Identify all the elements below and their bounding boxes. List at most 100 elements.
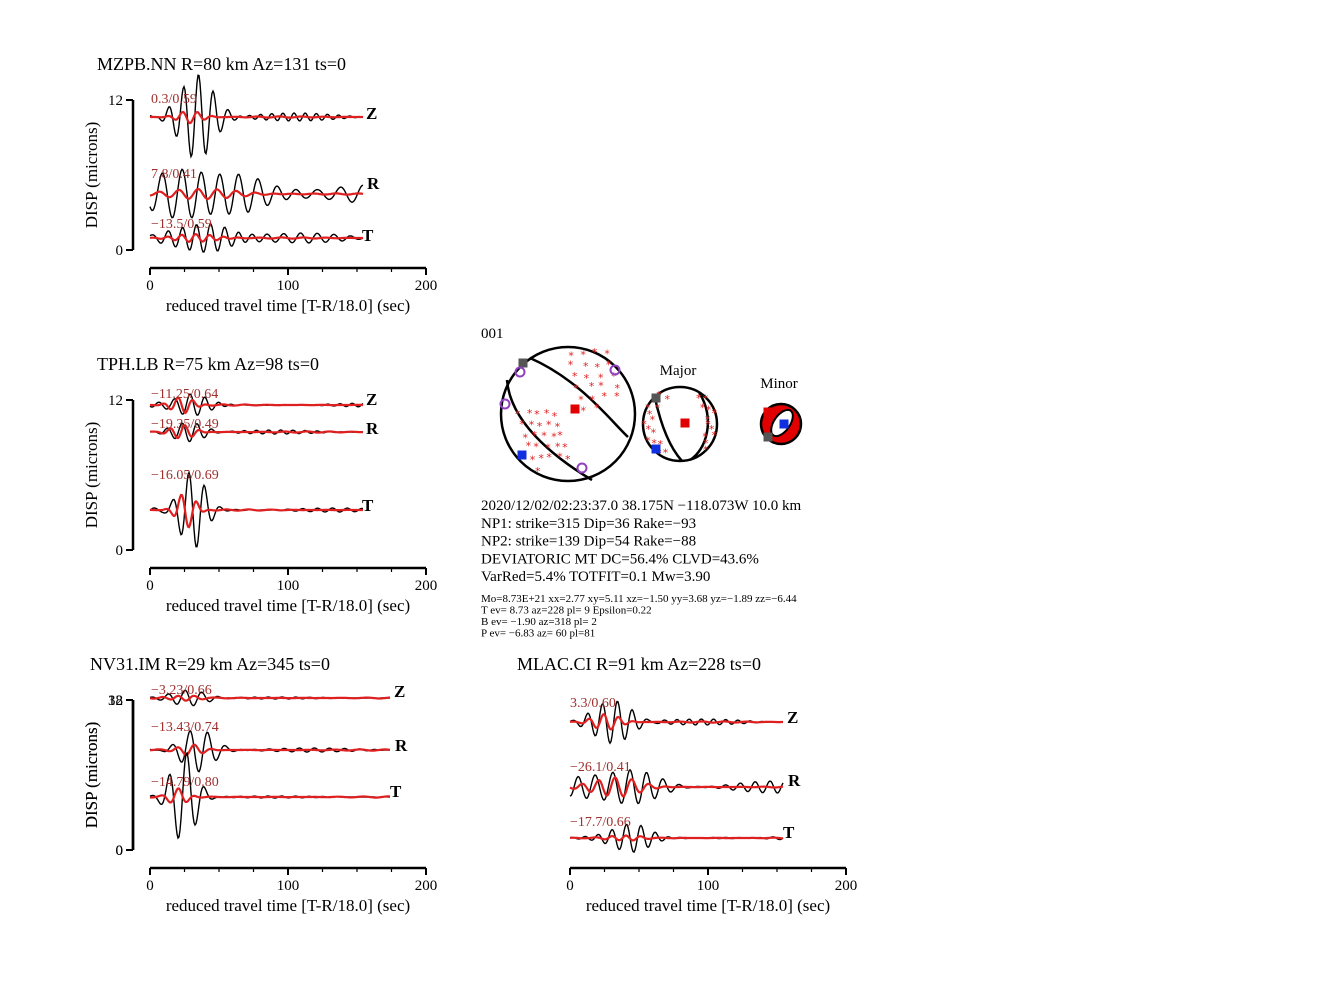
event-id: 001 [481, 326, 504, 342]
compression-marker: * [519, 418, 525, 431]
compression-marker: * [709, 423, 715, 436]
station-marker [514, 366, 526, 378]
p-axis-marker [763, 407, 773, 417]
compression-marker: * [541, 430, 547, 443]
panel-title: MZPB.NN R=80 km Az=131 ts=0 [97, 54, 346, 74]
compression-marker: * [651, 427, 657, 440]
compression-marker: * [647, 408, 653, 421]
station-marker [499, 398, 511, 410]
shift-correlation-label: −13.43/0.74 [151, 720, 219, 735]
y-tick-label: 0 [116, 543, 124, 559]
synthetic-trace-T [569, 834, 784, 842]
y-axis-label: DISP (microns) [82, 422, 101, 529]
synthetic-trace-T [150, 232, 363, 243]
synthetic-trace-R [569, 776, 784, 798]
compression-marker: * [604, 347, 610, 360]
synthetic-trace-R [149, 187, 364, 200]
x-tick-label: 0 [146, 278, 154, 294]
major-label: Major [660, 363, 697, 379]
component-label: R [395, 736, 408, 755]
compression-marker: * [651, 437, 657, 450]
compression-marker: * [557, 451, 563, 464]
shift-correlation-label: 7.8/0.41 [151, 167, 197, 182]
compression-marker: * [589, 380, 595, 393]
component-label: T [390, 782, 402, 801]
nodal-plane-1 [529, 356, 629, 438]
y-tick-label: 0 [116, 843, 124, 859]
x-tick-label: 200 [835, 878, 858, 894]
x-tick-label: 200 [415, 278, 438, 294]
synthetic-trace-Z [150, 396, 364, 415]
compression-marker: * [655, 402, 661, 415]
compression-marker: * [611, 370, 617, 383]
waveform-panel-2: TPH.LB R=75 km Az=98 ts=0 12 0 DISP (micron… [82, 354, 437, 615]
compression-marker: * [568, 349, 574, 362]
observed-trace-R [149, 729, 390, 773]
compression-marker: * [530, 453, 536, 466]
compression-marker: * [665, 393, 671, 406]
component-label: R [366, 419, 379, 438]
panel-title: MLAC.CI R=91 km Az=228 ts=0 [517, 654, 761, 674]
compression-marker: * [580, 349, 586, 362]
t-axis-marker [779, 419, 789, 429]
mechanism-summary-line: DEVIATORIC MT DC=56.4% CLVD=43.6% [481, 551, 759, 567]
compression-marker: * [598, 380, 604, 393]
compression-marker: * [562, 441, 568, 454]
compression-marker: * [614, 390, 620, 403]
compression-marker: * [578, 393, 584, 406]
beachball-full: * * * * ** * * * ** * * * ** * * * ** * * * *** * * ** * * ** * * ** *… [499, 345, 637, 483]
mechanism-detail-line: P ev= −6.83 az= 60 pl=81 [481, 628, 595, 640]
synthetic-trace-R [150, 423, 363, 440]
shift-correlation-label: −26.1/0.41 [570, 760, 631, 775]
compression-marker: * [705, 418, 711, 431]
component-label: R [367, 174, 380, 193]
shift-correlation-label: −14.79/0.80 [151, 775, 219, 790]
x-tick-label: 100 [277, 278, 300, 294]
x-tick-label: 200 [415, 578, 438, 594]
shift-correlation-label: −19.35/0.49 [151, 417, 219, 432]
compression-marker: * [573, 382, 579, 395]
compression-marker: * [544, 407, 550, 420]
compression-marker: * [645, 434, 651, 447]
t-axis-marker [517, 450, 527, 460]
component-label: Z [394, 682, 405, 701]
compression-marker: * [650, 414, 656, 427]
mechanism-summary-line: 2020/12/02/02:23:37.0 38.175N −118.073W … [481, 498, 801, 514]
compression-marker: * [705, 414, 711, 427]
p-axis-marker [680, 418, 690, 428]
observed-trace-T [149, 751, 390, 840]
y-tick-label: 12 [108, 693, 123, 709]
nodal-plane-1 [653, 397, 683, 462]
compression-marker: * [555, 421, 561, 434]
p-axis-marker [570, 404, 580, 414]
compression-marker: * [572, 370, 578, 383]
compression-marker: * [546, 451, 552, 464]
y-tick-label: 38 [108, 693, 123, 709]
compression-marker: * [703, 393, 709, 406]
compression-marker: * [657, 438, 663, 451]
compression-marker: * [580, 404, 586, 417]
compression-marker: * [537, 420, 543, 433]
beachball-minor: Minor [759, 376, 803, 446]
minor-label: Minor [760, 376, 798, 392]
compression-marker: * [522, 432, 528, 445]
compression-marker: * [589, 393, 595, 406]
compression-marker: * [534, 408, 540, 421]
mechanism-detail-line: B ev= −1.90 az=318 pl= 2 [481, 616, 597, 628]
compression-marker: * [663, 447, 669, 460]
observed-trace-Z [149, 74, 364, 159]
mechanism-detail-line: T ev= 8.73 az=228 pl= 9 Epsilon=0.22 [481, 605, 652, 617]
t-axis-marker [651, 444, 661, 454]
station-marker [576, 462, 588, 474]
compression-marker: * [529, 418, 535, 431]
component-label: Z [787, 708, 798, 727]
component-label: T [783, 823, 795, 842]
compression-marker: * [656, 447, 662, 460]
observed-trace-R [569, 768, 784, 805]
compression-marker: * [545, 442, 551, 455]
compression-marker: * [592, 346, 598, 359]
compression-marker: * [598, 371, 604, 384]
mechanism-detail-line: Mo=8.73E+21 xx=2.77 xy=5.11 xz=−1.50 yy=… [481, 593, 797, 605]
compression-marker: * [703, 437, 709, 450]
component-label: Z [366, 390, 377, 409]
